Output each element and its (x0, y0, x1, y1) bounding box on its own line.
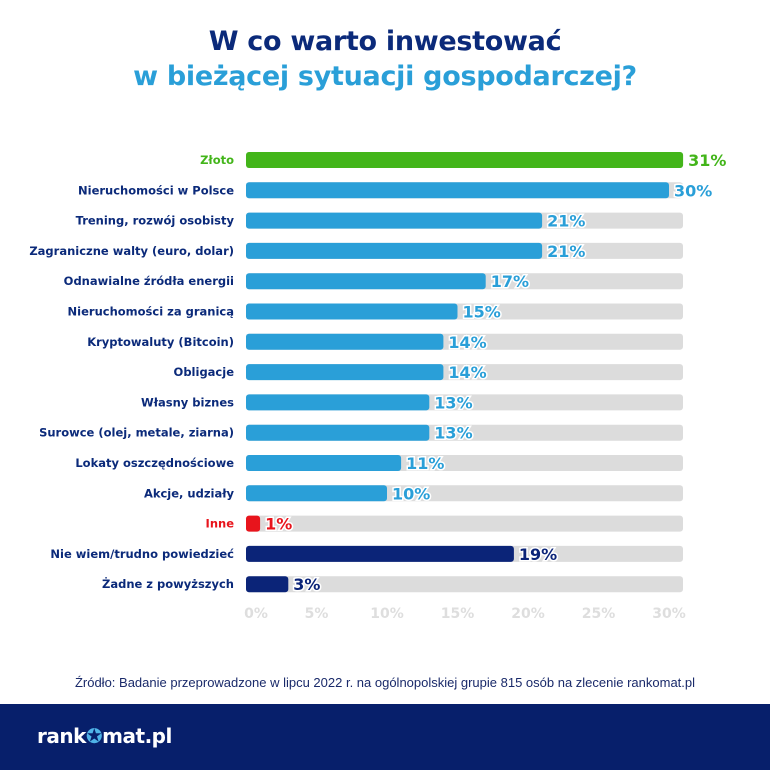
category-label: Kryptowaluty (Bitcoin) (87, 335, 234, 349)
category-label: Odnawialne źródła energii (64, 274, 234, 288)
bar (246, 182, 669, 199)
value-label: 13% (434, 393, 472, 412)
x-tick-label: 5% (305, 606, 329, 622)
value-label: 17% (491, 272, 529, 291)
category-label: Lokaty oszczędnościowe (75, 456, 234, 470)
source-note: Źródło: Badanie przeprowadzone w lipcu 2… (74, 675, 696, 690)
value-label: 11% (406, 454, 444, 473)
category-label: Własny biznes (141, 395, 234, 409)
logo-text-2: mat.pl (102, 724, 172, 748)
bar-track (246, 576, 683, 593)
category-label: Nie wiem/trudno powiedzieć (50, 547, 234, 561)
x-tick-label: 15% (441, 606, 475, 622)
value-label: 3% (293, 575, 320, 594)
title-line-1: W co warto inwestować (208, 26, 562, 57)
bar (246, 242, 543, 259)
bar (246, 394, 430, 411)
category-label: Akcje, udziały (144, 486, 235, 500)
value-label: 21% (547, 242, 585, 261)
value-label: 30% (674, 181, 712, 200)
bar (246, 515, 261, 532)
logo-text-1: rank (37, 724, 86, 748)
category-label: Złoto (200, 153, 234, 167)
star-icon: ✪ (85, 724, 103, 748)
bar (246, 455, 402, 471)
value-label: 10% (392, 484, 430, 503)
bar (246, 485, 387, 502)
category-label: Inne (206, 517, 235, 531)
value-label: 13% (434, 424, 472, 443)
bar (246, 545, 514, 562)
title-line-2: w bieżącej sytuacji gospodarczej? (133, 61, 637, 92)
footer: rank✪mat.pl (0, 704, 770, 770)
bar-track (246, 515, 683, 532)
value-label: 14% (448, 363, 486, 382)
category-label: Obligacje (174, 365, 235, 379)
category-label: Nieruchomości w Polsce (78, 183, 234, 197)
bar (246, 212, 543, 229)
value-label: 21% (547, 212, 585, 231)
value-label: 1% (265, 515, 292, 534)
x-tick-label: 0% (244, 606, 268, 622)
x-tick-label: 25% (582, 606, 616, 622)
bar (246, 303, 458, 320)
x-tick-label: 10% (370, 606, 404, 622)
bar (246, 364, 444, 381)
category-label: Nieruchomości za granicą (68, 305, 234, 319)
value-label: 15% (463, 303, 501, 322)
bar (246, 333, 444, 350)
x-tick-label: 20% (511, 606, 545, 622)
bar (246, 576, 289, 593)
category-label: Żadne z powyższych (102, 576, 234, 591)
category-label: Zagraniczne walty (euro, dolar) (29, 244, 234, 258)
bar (246, 273, 486, 290)
category-label: Trening, rozwój osobisty (76, 214, 235, 228)
bar (246, 152, 684, 168)
value-label: 19% (519, 545, 557, 564)
x-tick-label: 30% (652, 606, 686, 622)
bar-chart: Złoto 31% Nieruchomości w Polsce 30% Trening… (29, 150, 728, 623)
category-label: Surowce (olej, metale, ziarna) (39, 426, 234, 440)
value-label: 14% (448, 333, 486, 352)
value-label: 31% (688, 151, 726, 170)
rankomat-logo[interactable]: rank✪mat.pl (37, 724, 172, 748)
bar (246, 424, 430, 441)
